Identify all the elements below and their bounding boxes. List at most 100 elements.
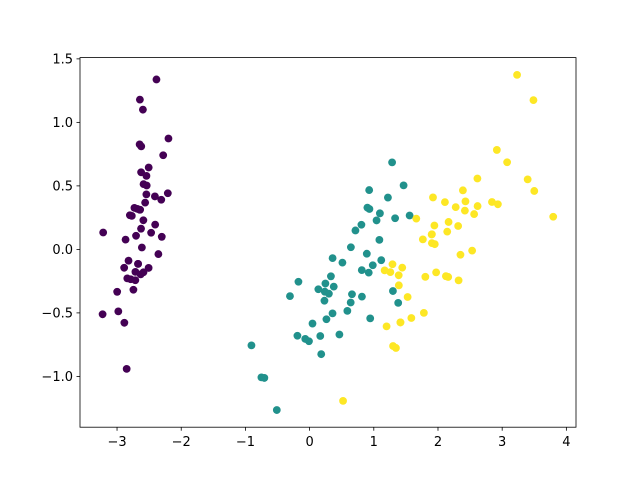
y-tick-label: 1.0 <box>52 116 73 131</box>
point <box>375 235 384 244</box>
point <box>529 96 538 105</box>
point <box>163 189 172 198</box>
point <box>388 158 396 167</box>
point <box>339 397 347 405</box>
point <box>421 272 430 281</box>
point <box>419 308 428 317</box>
point <box>396 318 405 327</box>
point <box>412 214 421 223</box>
plot-frame <box>79 57 577 428</box>
point <box>492 146 501 154</box>
x-tick-label: 2 <box>434 435 442 450</box>
point <box>530 187 539 195</box>
x-tick-label: −3 <box>107 435 126 450</box>
point <box>493 200 502 209</box>
point <box>321 279 330 288</box>
x-tick-label: 1 <box>370 435 378 450</box>
point <box>418 235 427 244</box>
point <box>441 198 449 207</box>
point <box>157 195 166 204</box>
point <box>316 332 325 340</box>
point <box>346 243 355 252</box>
y-tick-label: 1.5 <box>52 52 73 67</box>
point <box>394 298 403 307</box>
y-tick-label: −1.0 <box>41 370 73 385</box>
point <box>328 309 337 318</box>
point <box>398 263 407 272</box>
point <box>329 282 338 291</box>
point <box>151 220 160 229</box>
point <box>365 186 374 194</box>
point <box>366 314 375 323</box>
point <box>314 285 323 294</box>
point <box>147 228 156 237</box>
point <box>454 276 463 285</box>
point <box>473 174 482 183</box>
point <box>327 272 335 281</box>
point <box>247 341 256 350</box>
point <box>322 315 331 324</box>
point <box>443 227 452 236</box>
point <box>131 276 140 285</box>
point <box>120 263 129 272</box>
point <box>470 210 479 218</box>
y-tick-label: 0.0 <box>52 243 73 258</box>
point <box>113 287 122 296</box>
point <box>427 230 436 239</box>
point <box>358 292 366 301</box>
point <box>114 307 123 316</box>
point <box>346 298 355 307</box>
point <box>362 249 371 258</box>
point <box>391 214 400 223</box>
point <box>142 190 151 199</box>
x-tick-label: −1 <box>236 435 255 450</box>
point <box>301 335 310 343</box>
y-tick-label: −0.5 <box>41 306 73 321</box>
point <box>99 228 108 237</box>
point <box>388 260 397 269</box>
x-tick-label: 3 <box>498 435 506 450</box>
point <box>272 406 281 414</box>
point <box>141 198 150 207</box>
point <box>357 220 366 229</box>
point <box>549 212 558 221</box>
point <box>399 181 408 190</box>
point <box>430 221 439 230</box>
point <box>151 192 159 201</box>
point <box>164 134 173 143</box>
point <box>320 296 329 305</box>
point <box>335 330 344 339</box>
point <box>144 163 153 172</box>
point <box>139 105 147 114</box>
point <box>451 203 460 211</box>
point <box>468 246 477 255</box>
point <box>122 365 131 373</box>
point <box>137 224 145 233</box>
point <box>375 209 384 218</box>
y-tick-label: 0.5 <box>52 179 73 194</box>
x-tick-label: −2 <box>172 435 191 450</box>
point <box>152 75 161 84</box>
point <box>513 70 521 79</box>
point <box>456 250 465 259</box>
x-tick-label: 0 <box>305 435 313 450</box>
point <box>308 319 317 328</box>
point <box>368 261 377 270</box>
point <box>286 292 294 301</box>
point <box>317 350 326 359</box>
point <box>407 314 416 322</box>
point <box>364 268 373 277</box>
point <box>384 193 392 202</box>
point <box>394 271 403 280</box>
point <box>382 322 391 331</box>
point <box>137 243 146 252</box>
point <box>338 258 347 267</box>
point <box>488 198 496 206</box>
point <box>377 256 386 265</box>
point <box>129 285 138 294</box>
point <box>135 95 144 104</box>
point <box>473 202 482 210</box>
point <box>348 290 356 299</box>
point <box>293 331 302 340</box>
